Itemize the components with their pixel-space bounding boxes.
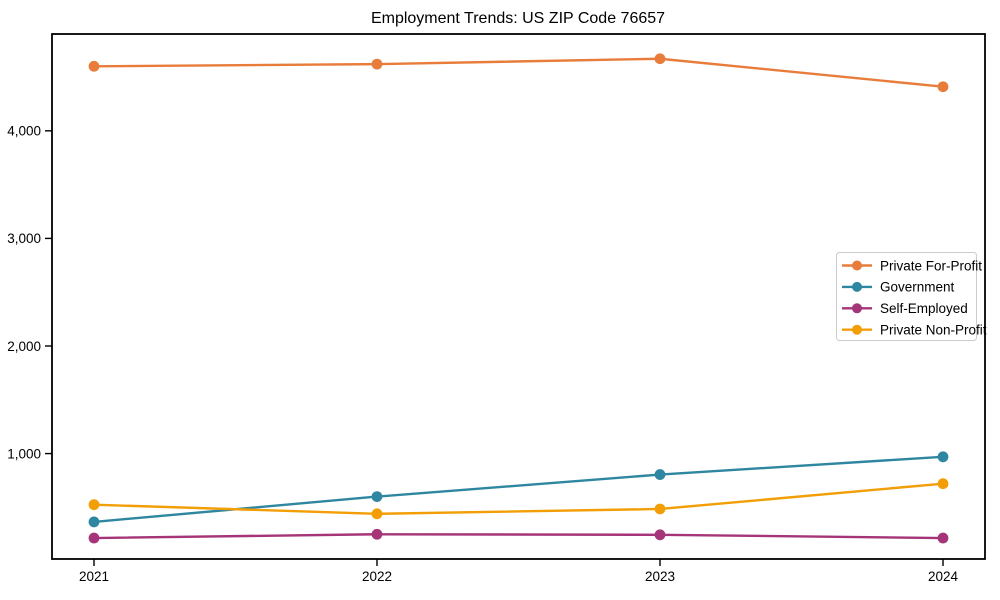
data-point-private-non-profit-2021 (88, 499, 100, 511)
data-point-private-non-profit-2023 (654, 503, 666, 515)
series-line-private-non-profit (92, 482, 945, 516)
data-point-self-employed-2021 (88, 532, 100, 544)
legend-label-private-for-profit: Private For-Profit (880, 258, 982, 273)
data-point-private-for-profit-2024 (937, 81, 949, 93)
data-point-government-2023 (654, 469, 666, 480)
series-line-self-employed (92, 533, 945, 540)
legend-label-government: Government (880, 280, 955, 295)
data-point-government-2021 (88, 516, 100, 528)
data-point-self-employed-2023 (654, 529, 666, 541)
data-point-private-for-profit-2023 (654, 53, 666, 65)
data-point-private-non-profit-2022 (371, 508, 383, 520)
legend-marker-self-employed (852, 303, 862, 314)
data-point-self-employed-2022 (371, 528, 383, 540)
x-axis-tick-label: 2023 (645, 569, 675, 584)
x-axis-tick-label: 2024 (928, 569, 959, 584)
y-axis-tick-label: 4,000 (7, 124, 41, 139)
chart-title: Employment Trends: US ZIP Code 76657 (371, 10, 665, 27)
plot-area: 1,000 2,000 3,000 4,000 2021 2022 2023 2024 Priv… (7, 33, 987, 584)
data-point-private-non-profit-2024 (937, 478, 949, 490)
legend-label-self-employed: Self-Employed (880, 301, 968, 316)
plot-border (51, 33, 986, 560)
legend-marker-private-non-profit (852, 324, 862, 335)
x-axis-tick-label: 2021 (79, 569, 109, 584)
y-axis-tick-label: 2,000 (7, 339, 41, 354)
legend-marker-government (852, 281, 862, 292)
series-line-private-for-profit (92, 57, 945, 88)
y-axis-tick-label: 3,000 (7, 231, 41, 246)
data-point-government-2024 (937, 451, 949, 463)
y-axis-tick-label: 1,000 (7, 446, 41, 461)
legend-marker-private-for-profit (852, 260, 862, 271)
legend-box (836, 252, 977, 341)
data-point-government-2022 (371, 491, 383, 503)
data-point-private-for-profit-2021 (88, 60, 100, 72)
data-point-private-for-profit-2022 (371, 58, 383, 70)
data-point-self-employed-2024 (937, 532, 949, 544)
x-axis-tick-label: 2022 (362, 569, 392, 584)
legend-label-private-non-profit: Private Non-Profit (880, 323, 987, 338)
